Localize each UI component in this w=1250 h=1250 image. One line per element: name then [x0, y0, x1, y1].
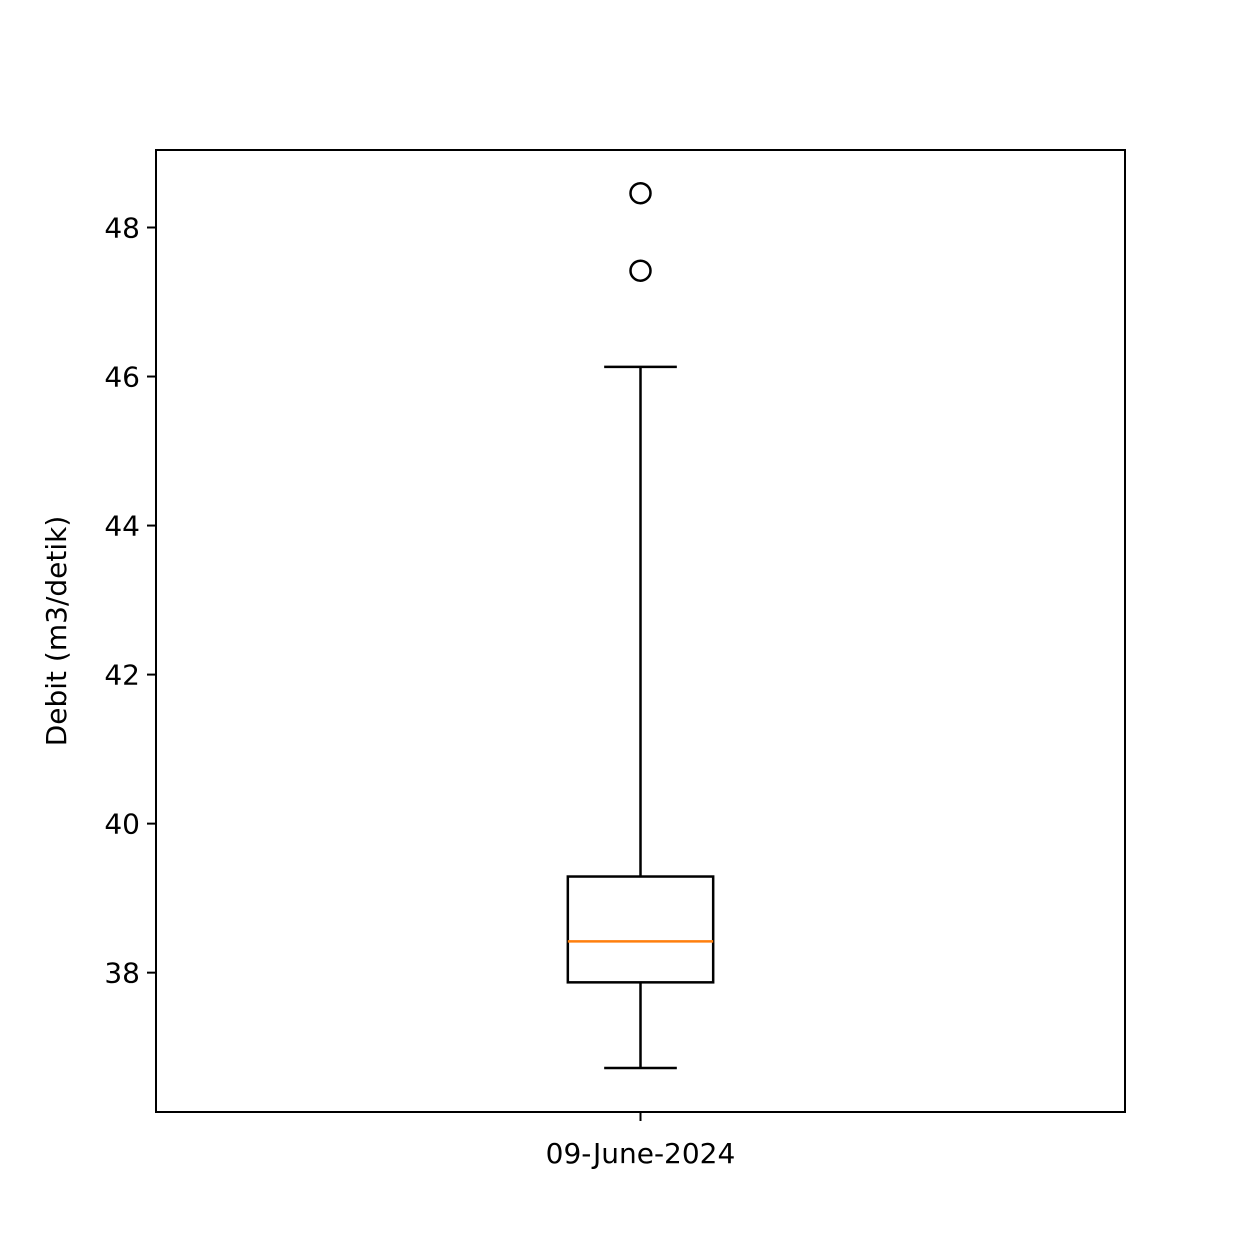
x-tick-label: 09-June-2024 [546, 1137, 736, 1170]
y-tick-label: 42 [104, 659, 140, 692]
y-tick-label: 48 [104, 211, 140, 244]
y-tick-label: 40 [104, 808, 140, 841]
chart-marks [566, 181, 715, 1070]
x-axis-ticks: 09-June-2024 [546, 1112, 736, 1170]
y-tick-label: 38 [104, 957, 140, 990]
y-tick-label: 46 [104, 361, 140, 394]
y-axis-label: Debit (m3/detik) [40, 516, 73, 747]
y-axis-ticks: 38 40 42 44 46 48 [104, 211, 156, 990]
outlier-point [629, 181, 652, 205]
iqr-box [566, 875, 715, 984]
outlier-point [629, 259, 652, 282]
plot-frame [155, 149, 1126, 1113]
y-tick-label: 44 [104, 510, 140, 543]
